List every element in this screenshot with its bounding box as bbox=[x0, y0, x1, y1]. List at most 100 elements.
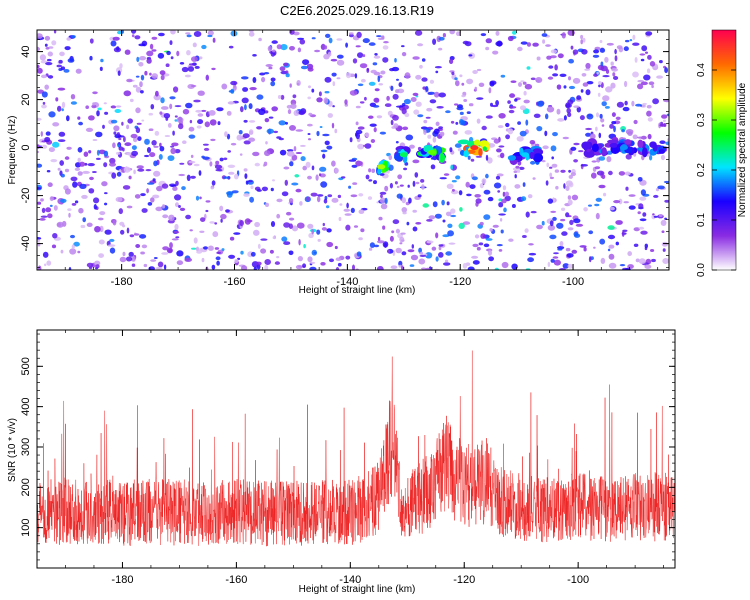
heatmap-blob bbox=[419, 254, 427, 257]
heatmap-blob bbox=[454, 77, 458, 81]
heatmap-blob bbox=[638, 226, 645, 230]
heatmap-blob bbox=[451, 180, 457, 183]
heatmap-blob bbox=[434, 91, 440, 98]
heatmap-blob bbox=[322, 153, 326, 159]
heatmap-blob bbox=[307, 256, 313, 263]
heatmap-background bbox=[37, 30, 669, 270]
heatmap-blob bbox=[348, 185, 352, 189]
heatmap-blob bbox=[551, 163, 558, 168]
heatmap-blob bbox=[663, 123, 667, 127]
heatmap-blob bbox=[530, 160, 536, 165]
signal-blob bbox=[507, 155, 516, 161]
heatmap-blob bbox=[159, 111, 163, 115]
heatmap-blob bbox=[528, 243, 534, 246]
heatmap-blob bbox=[585, 127, 593, 131]
heatmap-blob bbox=[635, 103, 643, 107]
heatmap-blob bbox=[269, 249, 274, 254]
heatmap-blob bbox=[174, 149, 181, 154]
heatmap-blob bbox=[47, 75, 54, 79]
heatmap-blob bbox=[207, 245, 214, 251]
signal-peak bbox=[399, 152, 408, 158]
heatmap-blob bbox=[593, 73, 598, 77]
heatmap-blob bbox=[645, 51, 648, 54]
heatmap-blob bbox=[110, 119, 118, 124]
heatmap-blob bbox=[51, 244, 57, 249]
heatmap-blob bbox=[79, 183, 87, 189]
heatmap-blob bbox=[205, 74, 209, 81]
signal-blob bbox=[624, 139, 632, 145]
heatmap-blob bbox=[561, 207, 566, 211]
heatmap-blob bbox=[398, 82, 403, 88]
heatmap-blob bbox=[111, 172, 117, 179]
heatmap-blob bbox=[493, 138, 500, 144]
heatmap-blob bbox=[573, 105, 580, 108]
heatmap-blob bbox=[243, 168, 248, 172]
heatmap-blob bbox=[426, 240, 434, 244]
heatmap-blob bbox=[170, 56, 174, 60]
heatmap-blob bbox=[172, 130, 175, 136]
heatmap-blob bbox=[140, 193, 146, 197]
heatmap-blob bbox=[576, 106, 581, 113]
heatmap-blob bbox=[173, 231, 180, 234]
heatmap-blob bbox=[500, 74, 506, 78]
heatmap-blob bbox=[380, 70, 386, 75]
heatmap-blob bbox=[288, 223, 293, 229]
heatmap-blob bbox=[226, 110, 232, 116]
heatmap-blob bbox=[490, 102, 493, 107]
heatmap-blob bbox=[421, 58, 426, 62]
heatmap-blob bbox=[61, 108, 64, 112]
heatmap-blob bbox=[570, 45, 574, 50]
heatmap-blob bbox=[234, 173, 239, 180]
heatmap-blob bbox=[327, 113, 333, 118]
heatmap-blob bbox=[336, 59, 345, 66]
heatmap-blob bbox=[594, 166, 601, 170]
heatmap-blob bbox=[384, 185, 389, 192]
heatmap-blob bbox=[368, 81, 376, 86]
heatmap-blob bbox=[307, 223, 314, 229]
heatmap-blob bbox=[291, 154, 298, 161]
heatmap-blob bbox=[297, 47, 302, 53]
heatmap-blob bbox=[190, 154, 194, 158]
heatmap-blob bbox=[415, 74, 422, 80]
heatmap-blob bbox=[632, 71, 639, 78]
heatmap-blob bbox=[270, 81, 276, 87]
heatmap-blob bbox=[281, 236, 288, 242]
heatmap-blob bbox=[454, 143, 462, 148]
heatmap-blob bbox=[178, 123, 184, 130]
heatmap-blob bbox=[335, 257, 342, 262]
heatmap-blob bbox=[222, 176, 230, 179]
heatmap-blob bbox=[66, 146, 72, 150]
heatmap-blob bbox=[417, 43, 424, 47]
heatmap-blob bbox=[364, 96, 367, 101]
heatmap-blob bbox=[72, 181, 78, 188]
heatmap-blob bbox=[230, 88, 235, 94]
heatmap-blob bbox=[198, 248, 204, 252]
heatmap-blob bbox=[70, 94, 76, 100]
heatmap-blob bbox=[372, 105, 380, 108]
heatmap-blob bbox=[171, 238, 179, 241]
heatmap-blob bbox=[483, 189, 491, 195]
heatmap-blob bbox=[135, 244, 141, 248]
heatmap-blob bbox=[658, 214, 663, 217]
heatmap-blob bbox=[246, 219, 253, 223]
heatmap-blob bbox=[104, 192, 108, 195]
heatmap-blob bbox=[568, 174, 573, 179]
heatmap-blob bbox=[559, 73, 567, 78]
heatmap-blob bbox=[480, 33, 487, 37]
heatmap-blob bbox=[248, 137, 256, 142]
heatmap-blob bbox=[126, 78, 133, 83]
heatmap-blob bbox=[236, 134, 243, 141]
heatmap-blob bbox=[309, 266, 317, 270]
heatmap-blob bbox=[359, 101, 365, 104]
heatmap-blob bbox=[157, 52, 165, 59]
heatmap-blob bbox=[432, 136, 437, 143]
heatmap-blob bbox=[280, 44, 288, 51]
heatmap-blob bbox=[614, 48, 617, 55]
heatmap-blob bbox=[66, 37, 71, 41]
heatmap-blob bbox=[276, 44, 282, 50]
heatmap-blob bbox=[472, 243, 479, 248]
heatmap-blob bbox=[175, 180, 179, 186]
heatmap-blob bbox=[99, 66, 103, 71]
heatmap-blob bbox=[421, 184, 425, 190]
heatmap-blob bbox=[417, 194, 422, 198]
